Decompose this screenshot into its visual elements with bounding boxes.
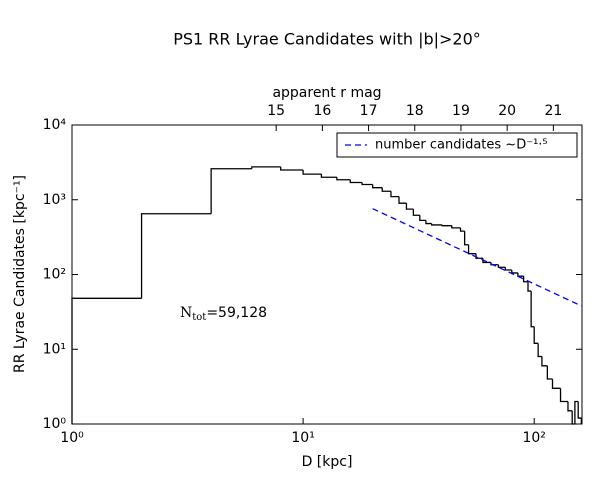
histogram-step bbox=[361, 182, 373, 186]
histogram-step bbox=[425, 220, 432, 225]
histogram-step bbox=[381, 187, 391, 192]
x2-tick-label: 16 bbox=[313, 103, 331, 119]
y-tick-label: 10¹ bbox=[43, 341, 66, 357]
legend-label: number candidates ∼D⁻¹·⁵ bbox=[375, 138, 548, 153]
y-tick-label: 10⁴ bbox=[43, 117, 67, 133]
y-tick-label: 10³ bbox=[43, 192, 66, 208]
histogram-step bbox=[71, 297, 142, 424]
histogram-step bbox=[541, 356, 548, 367]
histogram-step bbox=[349, 179, 363, 184]
legend-box bbox=[336, 132, 578, 158]
histogram-step bbox=[533, 326, 539, 344]
histogram-step bbox=[511, 269, 518, 274]
histogram-step bbox=[504, 267, 512, 271]
chart-title: PS1 RR Lyrae Candidates with |b|>20° bbox=[173, 30, 481, 49]
x2-tick-label: 19 bbox=[452, 103, 470, 119]
histogram-step bbox=[372, 184, 383, 189]
x2-axis-label: apparent r mag bbox=[272, 85, 381, 101]
histogram-step bbox=[459, 227, 465, 232]
histogram-step bbox=[431, 223, 443, 226]
histogram-step bbox=[522, 276, 528, 283]
annotation: Ntot=59,128 bbox=[180, 305, 267, 323]
power-law-line bbox=[372, 208, 582, 307]
histogram-step bbox=[574, 400, 579, 424]
x-tick-label: 10² bbox=[522, 430, 545, 446]
histogram-step bbox=[412, 209, 420, 216]
x2-tick-label: 15 bbox=[267, 103, 285, 119]
histogram-step bbox=[527, 281, 532, 292]
histogram-step bbox=[140, 213, 212, 299]
histogram-step bbox=[567, 401, 573, 412]
histogram-step bbox=[280, 166, 304, 171]
histogram-step bbox=[302, 170, 322, 175]
y-axis-label: RR Lyrae Candidates [kpc⁻¹] bbox=[12, 175, 28, 373]
x-axis-label: D [kpc] bbox=[302, 454, 353, 470]
histogram-step bbox=[419, 215, 426, 222]
x2-tick-label: 18 bbox=[406, 103, 424, 119]
histogram-step bbox=[537, 343, 542, 358]
histogram-step bbox=[497, 264, 506, 268]
histogram-step bbox=[405, 203, 414, 210]
histogram-step bbox=[320, 174, 337, 178]
histogram-step bbox=[336, 177, 351, 181]
histogram-step bbox=[577, 401, 583, 424]
histogram-step bbox=[551, 378, 561, 389]
annotation-symbol: N bbox=[180, 305, 192, 321]
histogram-step bbox=[546, 365, 553, 380]
x-tick-label: 10⁰ bbox=[60, 430, 84, 446]
histogram-step bbox=[475, 253, 483, 259]
x2-tick-label: 21 bbox=[544, 103, 562, 119]
histogram-step bbox=[451, 225, 461, 229]
x2-tick-label: 17 bbox=[360, 103, 378, 119]
histogram-step bbox=[390, 191, 400, 198]
x-tick-label: 10¹ bbox=[291, 430, 314, 446]
histogram-step bbox=[517, 272, 524, 277]
plot-frame bbox=[71, 124, 583, 425]
histogram-step bbox=[441, 224, 452, 227]
annotation-subscript: tot bbox=[192, 312, 206, 323]
histogram-step bbox=[467, 244, 477, 255]
y-tick-label: 10⁰ bbox=[43, 416, 67, 432]
histogram-step bbox=[559, 388, 568, 403]
histogram-step bbox=[463, 231, 469, 246]
annotation-text: =59,128 bbox=[206, 305, 267, 321]
histogram-step bbox=[210, 168, 252, 214]
histogram-step bbox=[398, 196, 407, 204]
x2-tick-label: 20 bbox=[498, 103, 516, 119]
histogram-step bbox=[530, 291, 535, 328]
histogram-step bbox=[251, 166, 281, 169]
y-tick-label: 10² bbox=[43, 267, 66, 283]
